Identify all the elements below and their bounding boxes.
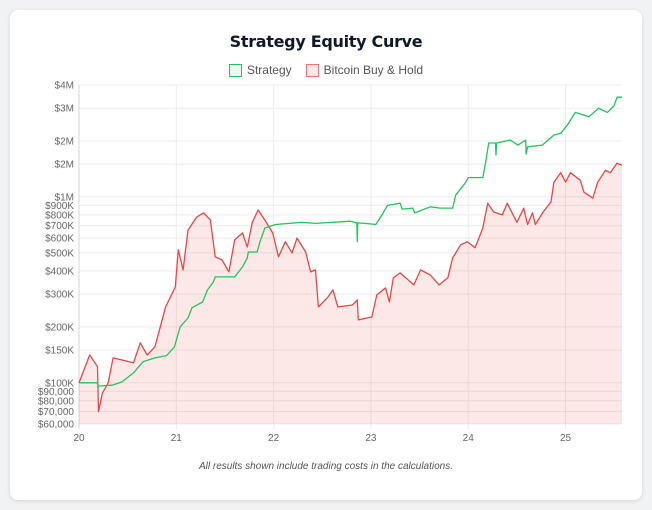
y-tick-label: $100K xyxy=(45,378,74,389)
legend-swatch-strategy xyxy=(228,63,242,77)
y-tick-label: $700K xyxy=(45,221,74,232)
x-tick-label: 25 xyxy=(560,433,572,444)
x-tick-label: 22 xyxy=(268,433,280,444)
bitcoin-line xyxy=(78,162,623,413)
y-tick-label: $90,000 xyxy=(38,387,75,398)
footnote: All results shown include trading costs … xyxy=(198,461,454,472)
legend-label-bitcoin: Bitcoin Buy & Hold xyxy=(323,63,424,77)
y-tick-label: $4M xyxy=(55,81,74,92)
bitcoin-area xyxy=(79,163,622,424)
y-tick-label: $200K xyxy=(45,322,74,333)
legend-swatch-bitcoin xyxy=(305,63,319,77)
legend-item-strategy[interactable]: Strategy xyxy=(228,63,292,77)
legend-label-strategy: Strategy xyxy=(246,63,292,77)
x-tick-label: 24 xyxy=(463,433,475,444)
y-tick-label: $900K xyxy=(45,201,74,212)
y-tick-label: $60,000 xyxy=(38,420,75,431)
y-tick-label: $70,000 xyxy=(38,407,75,418)
y-tick-label: $1M xyxy=(55,192,74,203)
legend: Strategy Bitcoin Buy & Hold xyxy=(10,63,642,77)
y-tick-label: $300K xyxy=(45,290,74,301)
y-tick-label: $3M xyxy=(55,104,74,115)
chart-title: Strategy Equity Curve xyxy=(229,32,423,51)
y-tick-label: $80,000 xyxy=(38,396,75,407)
x-tick-label: 21 xyxy=(171,433,183,444)
y-tick-label: $400K xyxy=(45,266,74,277)
x-tick-label: 20 xyxy=(73,433,85,444)
y-tick-label: $600K xyxy=(45,234,74,245)
x-tick-label: 23 xyxy=(365,433,377,444)
chart-card: Strategy Equity Curve Strategy Bitcoin B… xyxy=(10,10,642,500)
y-tick-label: $2M xyxy=(55,136,74,147)
y-tick-label: $150K xyxy=(45,346,74,357)
y-tick-label: $800K xyxy=(45,210,74,221)
strategy-line xyxy=(79,96,622,387)
y-tick-label: $2M xyxy=(55,160,74,171)
legend-item-bitcoin[interactable]: Bitcoin Buy & Hold xyxy=(305,63,424,77)
y-tick-label: $500K xyxy=(45,248,74,259)
